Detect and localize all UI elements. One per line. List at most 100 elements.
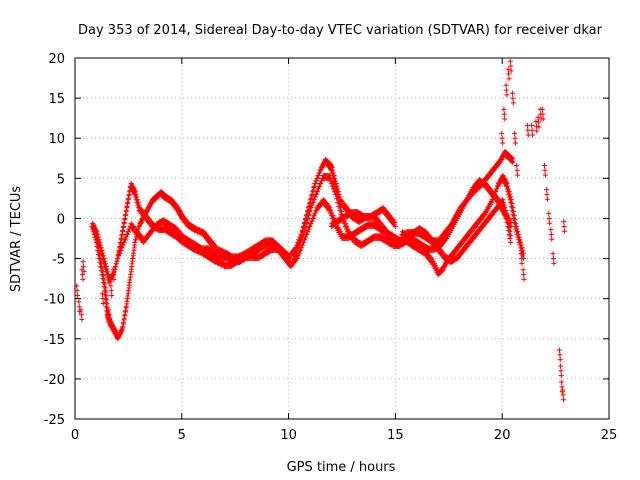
data-point bbox=[331, 183, 337, 189]
data-point bbox=[102, 258, 108, 264]
data-point bbox=[114, 258, 120, 264]
data-point bbox=[78, 312, 84, 318]
data-point bbox=[510, 205, 516, 211]
data-point bbox=[507, 191, 513, 197]
data-point bbox=[125, 195, 131, 201]
data-point bbox=[508, 194, 514, 200]
data-point bbox=[530, 132, 536, 138]
data-point bbox=[534, 128, 540, 134]
y-tick-label: 10 bbox=[48, 132, 65, 147]
data-point bbox=[499, 135, 505, 141]
y-tick-label: -20 bbox=[44, 373, 65, 388]
y-tick-label: -10 bbox=[44, 293, 65, 308]
data-point bbox=[128, 266, 134, 272]
data-point bbox=[548, 231, 554, 237]
data-point bbox=[548, 227, 554, 233]
data-point bbox=[78, 307, 84, 313]
data-point bbox=[515, 172, 521, 178]
data-point bbox=[98, 242, 104, 248]
data-point bbox=[540, 111, 546, 117]
data-point bbox=[507, 229, 513, 235]
data-point bbox=[128, 272, 134, 278]
data-point bbox=[330, 213, 336, 219]
data-point bbox=[508, 223, 514, 229]
data-point bbox=[529, 127, 535, 133]
data-point bbox=[505, 66, 511, 72]
plot-frame bbox=[74, 57, 610, 420]
data-point bbox=[317, 183, 323, 189]
data-point bbox=[516, 234, 522, 240]
data-point bbox=[124, 231, 130, 237]
data-point bbox=[544, 187, 550, 193]
data-point bbox=[557, 357, 563, 363]
data-point bbox=[503, 87, 509, 93]
data-point bbox=[507, 236, 513, 241]
data-point bbox=[510, 95, 516, 101]
data-point bbox=[520, 267, 526, 273]
data-point bbox=[519, 245, 525, 251]
data-point bbox=[335, 197, 341, 203]
data-point bbox=[533, 123, 539, 129]
data-point bbox=[525, 132, 531, 138]
data-point bbox=[310, 215, 316, 221]
data-point bbox=[330, 167, 336, 173]
data-point bbox=[313, 178, 319, 184]
data-point bbox=[559, 384, 565, 390]
data-point bbox=[289, 261, 295, 267]
data-point bbox=[98, 245, 104, 251]
data-point bbox=[120, 242, 126, 248]
data-point bbox=[79, 317, 85, 323]
data-point bbox=[547, 220, 553, 226]
data-point bbox=[291, 256, 297, 262]
data-point bbox=[125, 229, 131, 235]
data-point bbox=[316, 186, 322, 192]
data-point bbox=[558, 373, 564, 379]
data-point bbox=[515, 229, 521, 235]
data-point bbox=[513, 221, 519, 227]
data-point bbox=[330, 181, 336, 187]
data-point bbox=[119, 231, 125, 237]
data-point bbox=[123, 308, 129, 314]
data-point bbox=[124, 203, 130, 209]
data-point bbox=[115, 256, 121, 262]
data-point bbox=[504, 92, 510, 98]
data-point bbox=[339, 209, 345, 215]
data-point bbox=[125, 288, 131, 294]
x-tick-label: 25 bbox=[601, 428, 618, 443]
data-point bbox=[313, 191, 319, 197]
data-point bbox=[312, 194, 318, 200]
data-point bbox=[132, 240, 138, 246]
data-point bbox=[540, 116, 546, 122]
data-point bbox=[550, 256, 556, 262]
data-point bbox=[558, 363, 564, 369]
data-point bbox=[500, 140, 506, 146]
data-point bbox=[336, 201, 342, 207]
data-point bbox=[302, 227, 308, 233]
data-point bbox=[105, 269, 111, 275]
data-point bbox=[327, 205, 333, 211]
data-point bbox=[508, 197, 514, 203]
data-point bbox=[301, 231, 307, 237]
data-point bbox=[131, 245, 137, 251]
data-point bbox=[517, 237, 523, 243]
data-point bbox=[75, 292, 81, 298]
data-point bbox=[509, 90, 515, 96]
data-point bbox=[80, 259, 86, 265]
data-point bbox=[135, 197, 141, 203]
data-point bbox=[306, 226, 312, 232]
data-point bbox=[113, 264, 119, 270]
data-point bbox=[132, 189, 138, 195]
data-point bbox=[551, 260, 557, 266]
data-point bbox=[113, 261, 119, 267]
data-point bbox=[292, 253, 298, 259]
data-point bbox=[311, 213, 317, 219]
data-point bbox=[542, 167, 548, 173]
data-point bbox=[510, 159, 516, 165]
data-point bbox=[133, 237, 139, 243]
data-point bbox=[100, 250, 106, 256]
data-point bbox=[290, 258, 296, 264]
data-point bbox=[95, 231, 101, 237]
data-point bbox=[536, 119, 542, 125]
data-point bbox=[544, 196, 550, 202]
data-point bbox=[119, 328, 125, 334]
